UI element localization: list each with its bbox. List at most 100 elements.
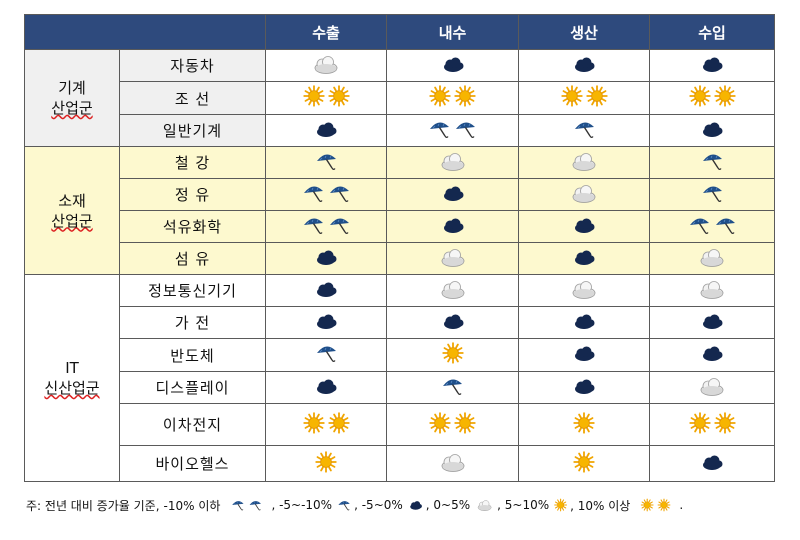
table-row: 일반기계	[25, 114, 775, 147]
forecast-cell-domestic	[386, 114, 519, 147]
group-label: 기계 산업군	[24, 49, 120, 147]
legend-text: , -5~0%	[354, 498, 403, 512]
light-cloud-icon	[572, 184, 596, 203]
sun-icon	[573, 450, 595, 473]
forecast-cell-production	[518, 49, 650, 82]
table-row: 석유화학	[25, 210, 775, 243]
light-cloud-icon	[441, 248, 464, 267]
light-cloud-icon	[572, 152, 596, 171]
sun-icon	[429, 411, 451, 434]
sun-icon	[554, 498, 568, 512]
forecast-cell-domestic	[386, 49, 519, 82]
dark-cloud-icon	[314, 119, 338, 139]
industry-name: 반도체	[119, 338, 266, 372]
dark-cloud-icon	[317, 122, 337, 137]
umbrella-icon	[702, 153, 722, 170]
light-cloud-icon	[700, 248, 724, 267]
sun-icon	[657, 498, 671, 512]
industry-name: 디스플레이	[119, 371, 266, 404]
forecast-cell-export	[265, 338, 387, 372]
forecast-cell-domestic	[386, 403, 519, 446]
umbrella-icon	[316, 153, 336, 170]
dark-cloud-icon	[572, 247, 596, 267]
forecast-cell-export	[265, 49, 387, 82]
light-cloud-icon	[312, 53, 340, 75]
dark-cloud-icon	[575, 250, 595, 265]
forecast-cell-import	[649, 338, 775, 372]
sun-icon	[302, 411, 325, 434]
industry-name: 정보통신기기	[119, 274, 266, 307]
dark-cloud-icon	[441, 183, 465, 203]
umbrella-icon	[316, 346, 336, 363]
umbrella-icon	[689, 217, 709, 234]
two-suns-icon	[688, 85, 736, 107]
two-umbrellas-icon	[428, 118, 477, 140]
table-row: IT 신산업군 정보통신기기	[24, 274, 775, 482]
forecast-cell-export	[265, 146, 387, 179]
dark-cloud-icon	[317, 282, 337, 297]
forecast-cell-export	[265, 242, 387, 275]
light-cloud-icon	[700, 280, 724, 299]
dark-cloud-icon	[575, 379, 595, 394]
forecast-cell-production	[518, 403, 650, 446]
dark-cloud-icon	[703, 122, 723, 137]
dark-cloud-icon	[703, 314, 723, 329]
industry-name: 바이오헬스	[119, 445, 266, 482]
industry-forecast-table: 수출 내수 생산 수입 기계 산업군 자동차 조 선 일반기계	[24, 14, 775, 482]
sun-icon	[441, 342, 464, 364]
dark-cloud-icon	[441, 215, 465, 235]
dark-cloud-icon	[703, 455, 723, 470]
forecast-cell-import	[649, 114, 775, 147]
group-label: IT 신산업군	[24, 274, 120, 482]
sun-icon	[454, 85, 476, 107]
table-row: 조 선	[25, 81, 775, 115]
forecast-cell-import	[649, 242, 775, 275]
forecast-cell-import	[649, 274, 775, 307]
sun-icon	[573, 411, 595, 434]
group-label-line1: 소재	[58, 191, 86, 210]
light-cloud-icon	[570, 150, 598, 172]
dark-cloud-icon	[703, 346, 723, 361]
light-cloud-icon	[314, 55, 338, 74]
dark-cloud-icon	[314, 279, 338, 299]
table-header-row: 수출 내수 생산 수입	[24, 14, 775, 50]
umbrella-icon	[250, 501, 262, 511]
dark-cloud-icon	[575, 314, 595, 329]
dark-cloud-icon	[700, 54, 724, 74]
forecast-cell-import	[649, 371, 775, 404]
two-umbrellas-icon	[231, 498, 264, 511]
forecast-cell-production	[518, 146, 650, 179]
forecast-cell-export	[265, 210, 387, 243]
forecast-cell-import	[649, 210, 775, 243]
sun-icon	[454, 411, 476, 434]
header-production: 생산	[518, 14, 650, 50]
two-suns-icon	[302, 411, 350, 434]
group-label-line2: 신산업군	[44, 379, 100, 397]
table-row: 소재 산업군 철 강	[24, 146, 775, 275]
umbrella-icon	[443, 378, 462, 395]
header-export: 수출	[265, 14, 387, 50]
dark-cloud-icon	[700, 119, 724, 139]
dark-cloud-icon	[409, 501, 422, 510]
umbrella-icon	[337, 498, 353, 511]
forecast-cell-domestic	[386, 445, 519, 482]
forecast-cell-production	[518, 210, 650, 243]
two-suns-icon	[641, 498, 673, 512]
dark-cloud-icon	[443, 218, 463, 233]
group-label-line1: 기계	[58, 79, 86, 97]
two-suns-icon	[429, 411, 476, 434]
forecast-cell-production	[518, 445, 650, 482]
dark-cloud-icon	[317, 314, 337, 329]
industry-name: 가 전	[119, 306, 266, 339]
forecast-cell-production	[518, 242, 650, 275]
dark-cloud-icon	[314, 376, 338, 396]
industry-name: 철 강	[119, 146, 266, 179]
forecast-cell-export	[265, 114, 387, 147]
industry-name: 이차전지	[119, 403, 266, 446]
forecast-cell-import	[649, 306, 775, 339]
dark-cloud-icon	[443, 186, 463, 201]
forecast-cell-production	[518, 81, 650, 115]
forecast-cell-domestic	[386, 210, 519, 243]
industry-name: 섬 유	[119, 242, 266, 275]
light-cloud-icon	[439, 246, 467, 268]
